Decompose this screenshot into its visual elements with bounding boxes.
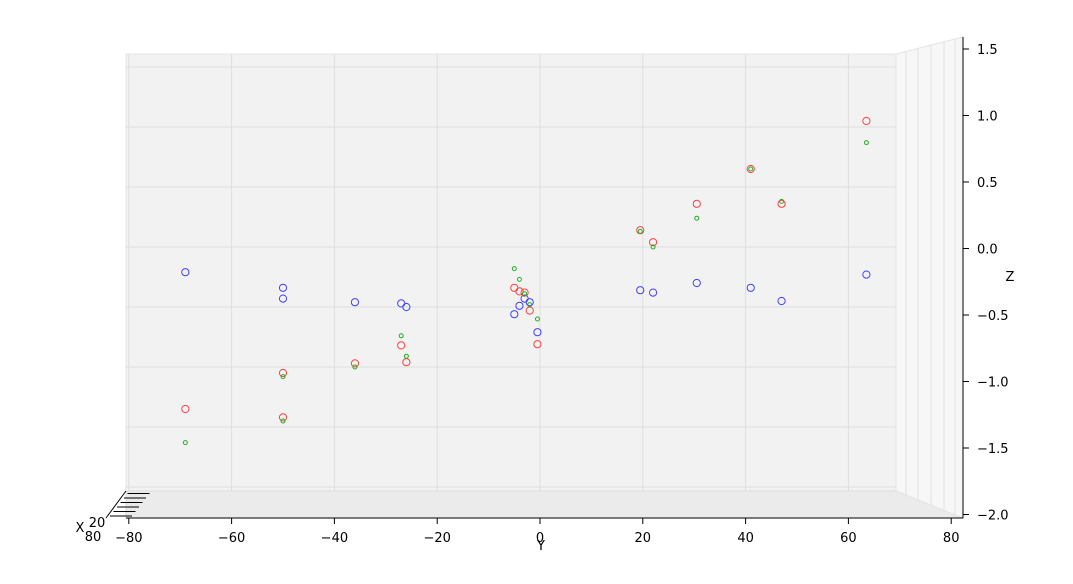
data-points — [181, 116, 871, 446]
y-tick-label: −80 — [115, 531, 142, 546]
x-tick-label: 20 — [89, 516, 106, 531]
y-tick-label: 80 — [943, 531, 960, 546]
data-point — [522, 291, 528, 297]
y-tick-label: −60 — [218, 531, 245, 546]
z-tick-label: −2.0 — [977, 509, 1009, 524]
data-point — [650, 244, 656, 250]
x-axis-line — [105, 490, 127, 519]
z-tick-label: 1.5 — [977, 43, 998, 58]
z-tick-label: −1.0 — [977, 376, 1009, 391]
back-pane — [125, 53, 897, 492]
data-point — [402, 302, 411, 312]
data-point — [637, 228, 643, 234]
data-point — [511, 266, 517, 272]
data-point — [181, 268, 190, 277]
x-axis-label: X — [76, 521, 85, 536]
data-point — [533, 340, 542, 349]
data-point — [779, 198, 785, 204]
data-point — [515, 301, 524, 310]
data-point — [534, 316, 540, 322]
data-point — [692, 199, 701, 208]
z-tick-label: 0.0 — [977, 243, 998, 258]
y-tick-label: 40 — [737, 531, 754, 546]
data-point — [748, 166, 754, 172]
data-point — [278, 294, 288, 303]
data-point — [862, 270, 871, 279]
data-point — [350, 298, 360, 307]
z-tick-label: −1.5 — [977, 442, 1009, 457]
data-point — [692, 278, 701, 288]
data-point — [350, 359, 360, 368]
data-point — [510, 310, 519, 319]
floor-pane — [125, 490, 964, 519]
y-axis-label: Y — [536, 539, 545, 554]
data-point — [398, 333, 404, 339]
data-point — [352, 364, 358, 370]
data-point — [181, 404, 190, 414]
data-point — [525, 298, 534, 307]
data-point — [280, 418, 286, 424]
data-point — [515, 287, 524, 296]
data-point — [278, 368, 288, 378]
data-point — [182, 440, 188, 446]
data-point — [278, 283, 288, 292]
y-tick-label: 60 — [840, 531, 857, 546]
data-point — [403, 353, 409, 359]
data-point — [648, 238, 658, 247]
y-tick-label: 0 — [536, 531, 544, 546]
data-point — [397, 341, 406, 350]
data-point — [648, 288, 658, 297]
data-point — [862, 116, 871, 126]
data-point — [694, 215, 700, 221]
y-tick-label: 20 — [635, 531, 652, 546]
data-point — [280, 374, 286, 380]
data-point — [746, 164, 755, 174]
x-tick-label: 80 — [85, 530, 102, 545]
data-point — [278, 413, 288, 422]
data-point — [636, 286, 645, 295]
y-tick-label: −40 — [321, 531, 348, 546]
data-point — [533, 328, 542, 337]
grid-lines — [126, 39, 956, 515]
data-point — [777, 296, 786, 306]
data-point — [777, 199, 786, 208]
data-point — [516, 276, 522, 282]
data-point — [746, 283, 755, 292]
z-tick-label: −0.5 — [977, 309, 1009, 324]
data-point — [527, 302, 533, 308]
data-point — [863, 140, 869, 146]
axes: −80 −60 −40 −20 0 20 40 60 80 1.5 1.0 0.5 0.0 −0.5 −1.… — [105, 37, 1009, 546]
z-tick-label: 1.0 — [977, 110, 998, 125]
z-axis-label: Z — [1006, 270, 1015, 285]
y-tick-label: −20 — [423, 531, 450, 546]
z-tick-label: 0.5 — [977, 176, 998, 191]
